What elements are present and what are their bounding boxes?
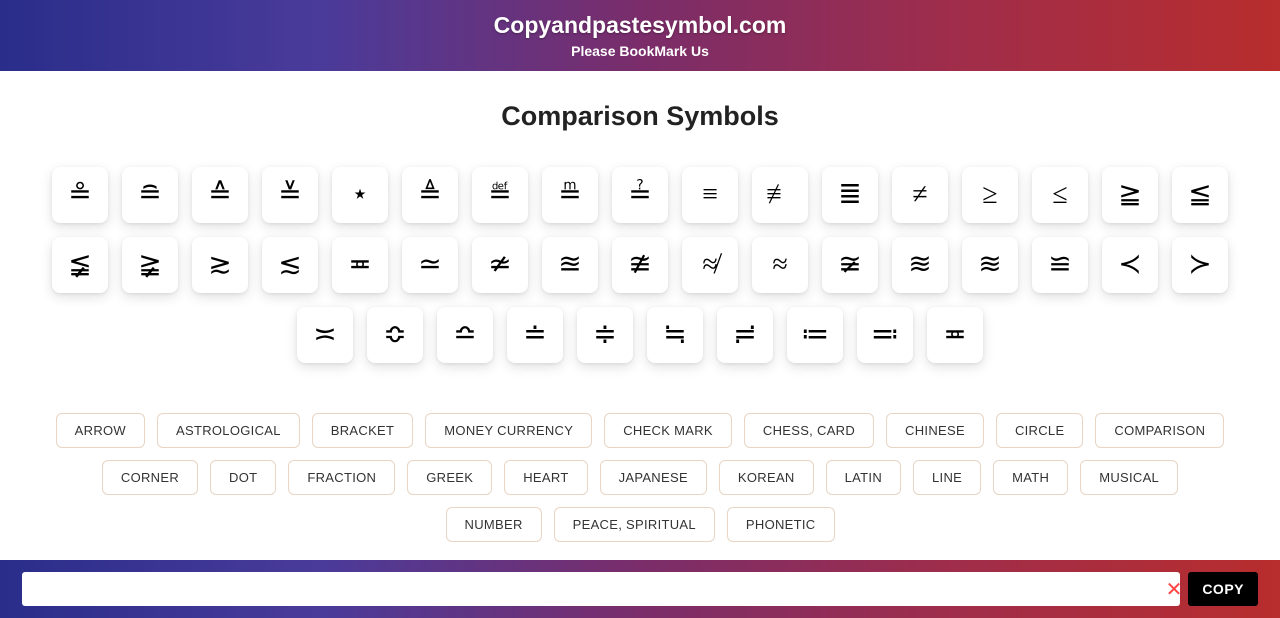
- symbol-tile[interactable]: ≌: [1032, 237, 1088, 293]
- symbol-tile[interactable]: ⋆: [332, 167, 388, 223]
- symbol-grid: ≗≘≙≚⋆≜≝≞≟≡≢≣≠≥≤≧≦≨≩≳≲≖≃≄≊≇≉≈≆≋≋≌≺≻≍≎≏≐≑≒…: [40, 167, 1240, 363]
- category-pill[interactable]: GREEK: [407, 460, 492, 495]
- symbol-tile[interactable]: ≠: [892, 167, 948, 223]
- symbol-tile[interactable]: ≏: [437, 307, 493, 363]
- symbol-tile[interactable]: ≩: [122, 237, 178, 293]
- category-pill[interactable]: CHESS, CARD: [744, 413, 874, 448]
- symbol-tile[interactable]: ≲: [262, 237, 318, 293]
- category-pill[interactable]: LATIN: [826, 460, 901, 495]
- copy-button[interactable]: COPY: [1188, 572, 1258, 606]
- symbol-tile[interactable]: ≘: [122, 167, 178, 223]
- symbol-tile[interactable]: ≃: [402, 237, 458, 293]
- symbol-tile[interactable]: ≢: [752, 167, 808, 223]
- category-pill[interactable]: CIRCLE: [996, 413, 1083, 448]
- category-pill[interactable]: COMPARISON: [1095, 413, 1224, 448]
- symbol-tile[interactable]: ≖: [927, 307, 983, 363]
- symbol-tile[interactable]: ≨: [52, 237, 108, 293]
- category-pill[interactable]: ASTROLOGICAL: [157, 413, 300, 448]
- symbol-tile[interactable]: ≝: [472, 167, 528, 223]
- copy-input[interactable]: [22, 572, 1180, 606]
- site-title: Copyandpastesymbol.com: [0, 12, 1280, 39]
- symbol-tile[interactable]: ≆: [822, 237, 878, 293]
- symbol-tile[interactable]: ≣: [822, 167, 878, 223]
- category-pill[interactable]: MATH: [993, 460, 1068, 495]
- symbol-tile[interactable]: ≓: [717, 307, 773, 363]
- symbol-tile[interactable]: ≟: [612, 167, 668, 223]
- site-header: Copyandpastesymbol.com Please BookMark U…: [0, 0, 1280, 71]
- symbol-tile[interactable]: ≻: [1172, 237, 1228, 293]
- symbol-tile[interactable]: ≚: [262, 167, 318, 223]
- symbol-tile[interactable]: ≦: [1172, 167, 1228, 223]
- symbol-tile[interactable]: ≊: [542, 237, 598, 293]
- symbol-tile[interactable]: ≐: [507, 307, 563, 363]
- symbol-tile[interactable]: ≔: [787, 307, 843, 363]
- symbol-tile[interactable]: ≍: [297, 307, 353, 363]
- category-pill[interactable]: HEART: [504, 460, 587, 495]
- category-pill[interactable]: CORNER: [102, 460, 198, 495]
- copy-bar: ✕ COPY: [0, 560, 1280, 618]
- symbol-tile[interactable]: ≄: [472, 237, 528, 293]
- symbol-tile[interactable]: ≕: [857, 307, 913, 363]
- symbol-tile[interactable]: ≥: [962, 167, 1018, 223]
- symbol-tile[interactable]: ≜: [402, 167, 458, 223]
- category-pill[interactable]: FRACTION: [288, 460, 395, 495]
- symbol-tile[interactable]: ≗: [52, 167, 108, 223]
- symbol-tile[interactable]: ≋: [892, 237, 948, 293]
- page-title: Comparison Symbols: [40, 101, 1240, 132]
- symbol-tile[interactable]: ≒: [647, 307, 703, 363]
- symbol-tile[interactable]: ≋: [962, 237, 1018, 293]
- symbol-tile[interactable]: ≎: [367, 307, 423, 363]
- close-icon[interactable]: ✕: [1162, 577, 1186, 601]
- symbol-tile[interactable]: ≉: [682, 237, 738, 293]
- symbol-tile[interactable]: ≡: [682, 167, 738, 223]
- category-pill[interactable]: JAPANESE: [600, 460, 707, 495]
- category-pill[interactable]: NUMBER: [446, 507, 542, 542]
- symbol-tile[interactable]: ≇: [612, 237, 668, 293]
- category-pill[interactable]: PHONETIC: [727, 507, 835, 542]
- category-pill[interactable]: DOT: [210, 460, 276, 495]
- symbol-tile[interactable]: ≞: [542, 167, 598, 223]
- category-pill[interactable]: CHECK MARK: [604, 413, 732, 448]
- symbol-tile[interactable]: ≺: [1102, 237, 1158, 293]
- symbol-tile[interactable]: ≈: [752, 237, 808, 293]
- category-pill[interactable]: ARROW: [56, 413, 145, 448]
- category-pill[interactable]: MUSICAL: [1080, 460, 1178, 495]
- symbol-tile[interactable]: ≑: [577, 307, 633, 363]
- symbol-tile[interactable]: ≧: [1102, 167, 1158, 223]
- category-pill[interactable]: LINE: [913, 460, 981, 495]
- symbol-tile[interactable]: ≙: [192, 167, 248, 223]
- category-pill[interactable]: PEACE, SPIRITUAL: [554, 507, 715, 542]
- site-subtitle: Please BookMark Us: [0, 43, 1280, 59]
- category-pill[interactable]: KOREAN: [719, 460, 814, 495]
- category-pill[interactable]: MONEY CURRENCY: [425, 413, 592, 448]
- main-content: Comparison Symbols ≗≘≙≚⋆≜≝≞≟≡≢≣≠≥≤≧≦ ≨≩≳≲…: [0, 71, 1280, 542]
- symbol-tile[interactable]: ≖: [332, 237, 388, 293]
- category-pill[interactable]: BRACKET: [312, 413, 414, 448]
- category-list: ARROW ASTROLOGICAL BRACKET MONEY CURRENCY CH…: [40, 413, 1240, 542]
- category-pill[interactable]: CHINESE: [886, 413, 984, 448]
- symbol-tile[interactable]: ≤: [1032, 167, 1088, 223]
- symbol-tile[interactable]: ≳: [192, 237, 248, 293]
